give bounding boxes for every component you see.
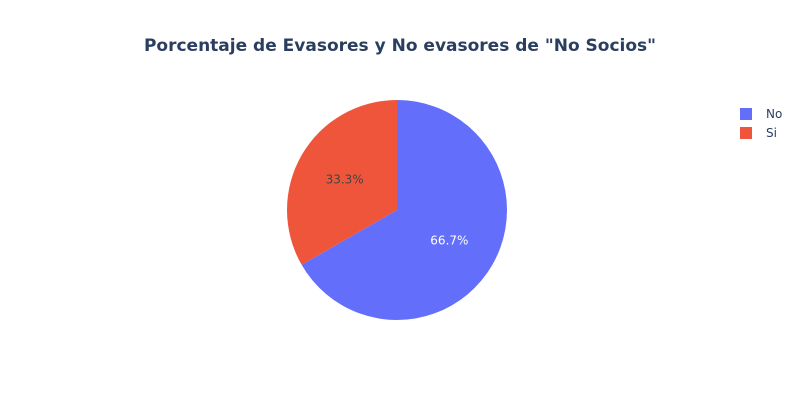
chart-title: Porcentaje de Evasores y No evasores de … [144,36,656,56]
slice-label-si: 33.3% [326,173,364,187]
legend-swatch-si [740,127,752,139]
pie-slice-si[interactable] [287,100,397,265]
legend-item-no[interactable]: No [740,107,782,121]
legend-swatch-no [740,108,752,120]
pie-slice-labels: 66.7% 33.3% [326,173,469,248]
legend-label-si: Si [766,126,777,140]
pie-slices [287,100,507,320]
legend: No Si [740,107,782,140]
slice-label-no: 66.7% [430,233,468,247]
legend-label-no: No [766,107,782,121]
pie-slice-no[interactable] [301,100,507,320]
legend-item-si[interactable]: Si [740,126,777,140]
